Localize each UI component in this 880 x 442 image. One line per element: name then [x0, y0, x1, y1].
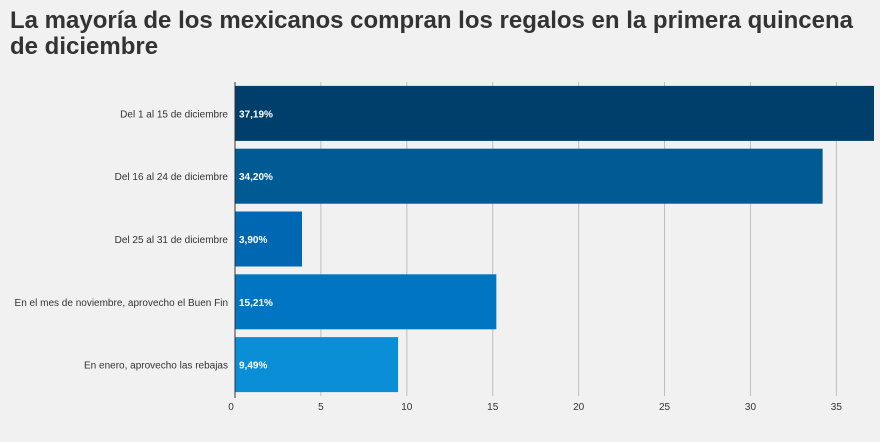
bar — [235, 148, 823, 204]
bar-value-label: 34,20% — [239, 172, 273, 183]
x-tick-label: 20 — [573, 402, 585, 413]
bar-value-label: 3,90% — [239, 235, 267, 246]
x-tick-label: 25 — [659, 402, 671, 413]
bar-value-label: 37,19% — [239, 109, 273, 120]
category-labels: Del 1 al 15 de diciembre Del 16 al 24 de … — [15, 109, 229, 371]
bar — [235, 337, 399, 393]
x-tick-label: 15 — [487, 402, 499, 413]
bar-value-label: 9,49% — [239, 361, 267, 372]
category-label: En enero, aprovecho las rebajas — [84, 361, 228, 372]
bar — [235, 85, 874, 141]
x-tick-labels: 0 5 10 15 20 25 30 35 — [228, 402, 842, 413]
chart-title: La mayoría de los mexicanos compran los … — [10, 7, 853, 60]
x-tick-label: 35 — [831, 402, 843, 413]
bar — [235, 274, 497, 330]
x-tick-label: 0 — [228, 402, 234, 413]
bars: 37,19% 34,20% 3,90% 15,21% 9,49% — [235, 85, 874, 393]
category-label: Del 25 al 31 de diciembre — [115, 235, 229, 246]
bar — [235, 211, 303, 267]
x-tick-label: 5 — [318, 402, 324, 413]
x-tick-label: 30 — [745, 402, 757, 413]
category-label: Del 1 al 15 de diciembre — [120, 109, 228, 120]
category-label: Del 16 al 24 de diciembre — [115, 172, 229, 183]
x-tick-label: 10 — [401, 402, 413, 413]
bar-value-label: 15,21% — [239, 298, 273, 309]
category-label: En el mes de noviembre, aprovecho el Bue… — [15, 298, 228, 309]
